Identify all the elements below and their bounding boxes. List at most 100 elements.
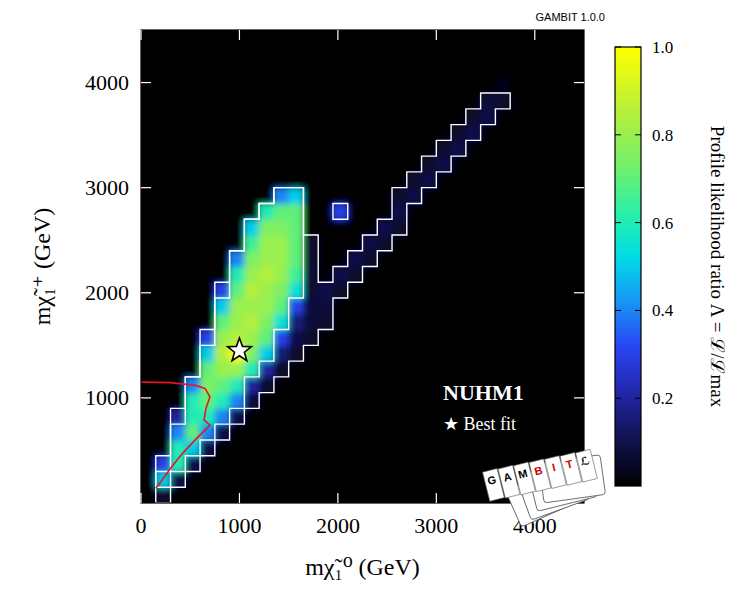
heat-cell — [215, 471, 230, 487]
heat-cell — [554, 282, 569, 298]
heat-cell — [377, 345, 392, 361]
heat-cell — [466, 330, 481, 346]
heat-cell — [171, 140, 186, 156]
heat-cell — [363, 330, 378, 346]
heat-cell — [333, 267, 348, 283]
heat-cell — [569, 314, 584, 330]
heat-cell — [259, 77, 274, 93]
heat-cell — [422, 298, 437, 314]
heat-cell — [156, 361, 171, 377]
heat-cell — [200, 125, 215, 141]
heat-cell — [185, 219, 200, 235]
heat-cell — [510, 77, 525, 93]
heat-cell — [436, 267, 451, 283]
heat-cell — [510, 93, 525, 109]
heat-cell — [244, 125, 259, 141]
heat-cell — [318, 361, 333, 377]
heat-cell — [363, 393, 378, 409]
heat-cell — [348, 471, 363, 487]
heat-cell — [495, 440, 510, 456]
heat-cell — [554, 314, 569, 330]
heat-cell — [377, 109, 392, 125]
heat-cell — [540, 93, 555, 109]
heat-cell — [200, 440, 215, 456]
heat-cell — [510, 345, 525, 361]
heat-cell — [215, 156, 230, 172]
heat-cell — [318, 377, 333, 393]
heat-cell — [495, 219, 510, 235]
heat-cell — [303, 251, 318, 267]
heat-cell — [348, 361, 363, 377]
heat-cell — [303, 140, 318, 156]
heat-cell — [495, 188, 510, 204]
heat-cell — [554, 330, 569, 346]
heat-cell — [185, 125, 200, 141]
heat-cell — [348, 172, 363, 188]
heat-cell — [289, 440, 304, 456]
heat-cell — [141, 30, 156, 46]
heat-cell — [303, 109, 318, 125]
heat-cell — [466, 156, 481, 172]
heat-cell — [318, 172, 333, 188]
heat-cell — [289, 298, 304, 314]
heat-cell — [363, 109, 378, 125]
heat-cell — [466, 219, 481, 235]
heat-cell — [274, 408, 289, 424]
heat-cell — [171, 30, 186, 46]
heat-cell — [481, 235, 496, 251]
heat-cell — [407, 203, 422, 219]
heat-cell — [422, 330, 437, 346]
heat-cell — [525, 109, 540, 125]
heat-cell — [259, 203, 274, 219]
heat-cell — [451, 345, 466, 361]
heat-cell — [185, 487, 200, 503]
heat-cell — [451, 314, 466, 330]
heat-cell — [318, 298, 333, 314]
best-fit-star — [228, 338, 252, 361]
heat-cell — [141, 219, 156, 235]
heat-cell — [451, 456, 466, 472]
heat-cell — [185, 109, 200, 125]
heat-cell — [554, 93, 569, 109]
heat-cell — [274, 456, 289, 472]
heat-cell — [422, 140, 437, 156]
heat-cell — [289, 172, 304, 188]
heat-cell — [244, 77, 259, 93]
heat-cell — [422, 361, 437, 377]
y-tick — [141, 397, 151, 398]
heat-cell — [289, 140, 304, 156]
heat-cell — [540, 140, 555, 156]
heat-cell — [289, 156, 304, 172]
heat-cell — [554, 377, 569, 393]
heat-cell — [244, 377, 259, 393]
heat-cell — [525, 46, 540, 62]
heat-cell — [510, 172, 525, 188]
heat-cell — [333, 440, 348, 456]
heat-cell — [318, 125, 333, 141]
heat-cell — [200, 77, 215, 93]
heat-cell — [171, 408, 186, 424]
heat-cell — [436, 46, 451, 62]
heat-cell — [481, 62, 496, 78]
heat-cell — [171, 125, 186, 141]
heat-cell — [540, 203, 555, 219]
heat-cell — [230, 361, 245, 377]
heat-cell — [377, 282, 392, 298]
heat-cell — [569, 203, 584, 219]
heat-cell — [156, 440, 171, 456]
heat-cell — [554, 109, 569, 125]
heat-cell — [200, 219, 215, 235]
heat-cell — [407, 46, 422, 62]
heat-cell — [141, 156, 156, 172]
heat-cell — [318, 267, 333, 283]
heat-cell — [466, 203, 481, 219]
heat-cell — [289, 456, 304, 472]
heat-cell — [185, 30, 200, 46]
heat-cell — [303, 46, 318, 62]
heat-cell — [363, 93, 378, 109]
heat-cell — [156, 109, 171, 125]
heat-cell — [171, 330, 186, 346]
x-tick-label: 2000 — [316, 513, 360, 538]
heat-cell — [318, 330, 333, 346]
heat-cell — [540, 424, 555, 440]
